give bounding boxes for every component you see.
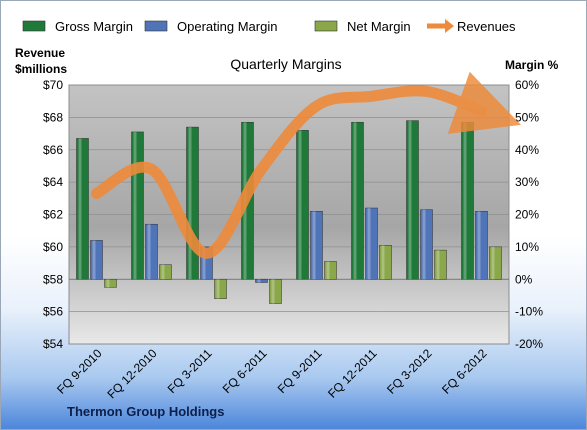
- bar-highlight: [216, 279, 220, 299]
- right-axis-label: Margin %: [505, 58, 559, 72]
- left-tick-label: $56: [43, 305, 63, 319]
- legend-swatch-operating-margin: [144, 20, 168, 32]
- bar-net-margin: [214, 279, 227, 299]
- bar-net-margin: [379, 245, 392, 280]
- bar-highlight: [271, 279, 275, 304]
- bar-net-margin: [269, 279, 282, 304]
- category-label: FQ 9-2010: [54, 346, 105, 397]
- legend: Gross Margin Operating Margin Net Margin Re…: [22, 19, 516, 34]
- left-tick-label: $68: [43, 110, 63, 124]
- bar-highlight: [367, 208, 371, 280]
- bar-highlight: [106, 279, 110, 288]
- bar-operating-margin: [255, 279, 268, 283]
- bar-highlight: [463, 122, 467, 280]
- bar-highlight: [257, 279, 261, 283]
- right-tick-label: 0%: [515, 272, 533, 286]
- left-tick-label: $64: [43, 175, 63, 189]
- bar-net-margin: [159, 264, 172, 280]
- legend-revenues-arrow-icon: [427, 19, 454, 33]
- plot-area: $54 -20% $56 -10% $58 0% $60 10% $62 20% $64 30% $66…: [43, 71, 543, 401]
- bar-highlight: [202, 246, 206, 280]
- right-tick-label: -20%: [515, 337, 543, 351]
- bar-highlight: [326, 261, 330, 280]
- left-tick-label: $66: [43, 143, 63, 157]
- left-tick-label: $60: [43, 240, 63, 254]
- right-tick-label: 20%: [515, 208, 539, 222]
- bar-net-margin: [434, 249, 447, 280]
- bar-highlight: [133, 131, 137, 280]
- bar-gross-margin: [131, 131, 144, 280]
- category-label: FQ 9-2011: [275, 346, 325, 396]
- bar-net-margin: [489, 246, 502, 280]
- bar-highlight: [161, 264, 165, 280]
- category-label: FQ 12-2011: [325, 346, 380, 401]
- category-label: FQ 6-2011: [220, 346, 270, 396]
- bar-operating-margin: [90, 240, 103, 280]
- bar-highlight: [436, 250, 440, 280]
- bar-operating-margin: [475, 211, 488, 280]
- right-tick-label: 30%: [515, 175, 539, 189]
- bar-highlight: [312, 211, 316, 280]
- bar-highlight: [353, 122, 357, 280]
- right-tick-label: 40%: [515, 143, 539, 157]
- bar-gross-margin: [351, 121, 364, 280]
- bar-highlight: [298, 130, 302, 280]
- bar-operating-margin: [420, 209, 433, 280]
- bar-operating-margin: [365, 207, 378, 280]
- bar-highlight: [188, 127, 192, 280]
- bar-net-margin: [104, 279, 117, 288]
- category-label: FQ 3-2012: [384, 346, 435, 397]
- bar-gross-margin: [406, 120, 419, 280]
- legend-swatch-net-margin: [314, 20, 338, 32]
- left-tick-label: $70: [43, 78, 63, 92]
- company-name: Thermon Group Holdings: [67, 404, 224, 419]
- legend-label-operating-margin: Operating Margin: [177, 19, 277, 34]
- right-tick-label: -10%: [515, 305, 543, 319]
- legend-swatch-gross-margin: [22, 20, 46, 32]
- bar-gross-margin: [296, 130, 309, 280]
- bar-highlight: [78, 138, 82, 280]
- category-label: FQ 12-2010: [104, 346, 159, 401]
- bar-gross-margin: [461, 121, 474, 280]
- left-axis-label-line2: $millions: [15, 62, 67, 76]
- bar-gross-margin: [186, 126, 199, 280]
- bar-highlight: [491, 246, 495, 280]
- bar-highlight: [381, 245, 385, 280]
- bar-operating-margin: [145, 223, 158, 280]
- bar-gross-margin: [76, 138, 89, 280]
- bar-highlight: [147, 224, 151, 280]
- category-label: FQ 6-2012: [439, 346, 490, 397]
- category-label: FQ 3-2011: [165, 346, 215, 396]
- left-tick-label: $62: [43, 208, 63, 222]
- revenues-line: [91, 71, 521, 259]
- bar-net-margin: [324, 261, 337, 280]
- bar-highlight: [422, 209, 426, 280]
- right-tick-label: 10%: [515, 240, 539, 254]
- left-tick-label: $58: [43, 272, 63, 286]
- left-tick-label: $54: [43, 337, 63, 351]
- legend-label-net-margin: Net Margin: [347, 19, 411, 34]
- bar-highlight: [477, 211, 481, 280]
- bar-highlight: [408, 120, 412, 280]
- legend-label-revenues: Revenues: [457, 19, 516, 34]
- right-tick-label: 50%: [515, 110, 539, 124]
- bar-highlight: [92, 240, 96, 280]
- bar-operating-margin: [310, 211, 323, 280]
- left-axis-label-line1: Revenue: [15, 46, 65, 60]
- right-tick-label: 60%: [515, 78, 539, 92]
- legend-label-gross-margin: Gross Margin: [55, 19, 133, 34]
- chart-title: Quarterly Margins: [230, 56, 341, 72]
